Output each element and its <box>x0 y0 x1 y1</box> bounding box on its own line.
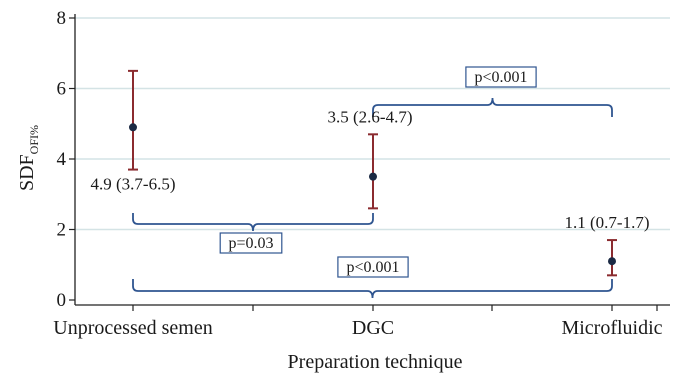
y-axis-title: SDFOFI% <box>16 125 41 191</box>
data-point <box>129 123 137 132</box>
p-value-label: p<0.001 <box>474 69 527 86</box>
data-label: 3.5 (2.6-4.7) <box>328 107 413 126</box>
data-point <box>608 257 616 266</box>
x-tick-label: DGC <box>352 317 394 339</box>
y-axis-ticks: 0 2 4 6 8 <box>57 8 75 311</box>
comparison-bracket <box>372 97 613 117</box>
x-tick-label: Microfluidic <box>561 317 662 339</box>
p-value-box <box>337 256 409 278</box>
comparison-brackets: p<0.001 p=0.03 p<0.001 <box>132 66 613 299</box>
y-axis-title-subscript: OFI% <box>27 125 41 154</box>
x-axis-ticks: Unprocessed semen DGC Microfluidic <box>53 305 663 339</box>
data-series: 4.9 (3.7-6.5) 3.5 (2.6-4.7) 1.1 (0.7-1.7) <box>91 69 650 277</box>
p-value-box <box>219 232 283 254</box>
x-axis-title: Preparation technique <box>288 351 463 373</box>
y-tick-label: 2 <box>57 220 67 241</box>
p-value-box <box>465 66 537 88</box>
data-label: 4.9 (3.7-6.5) <box>91 174 176 193</box>
comparison-bracket <box>132 279 613 299</box>
data-label: 1.1 (0.7-1.7) <box>565 213 650 232</box>
x-tick-label: Unprocessed semen <box>53 317 212 339</box>
y-axis-title-main: SDF <box>16 154 38 191</box>
y-tick-label: 4 <box>57 149 67 170</box>
gridlines <box>75 17 670 231</box>
y-tick-label: 6 <box>57 79 67 100</box>
y-tick-label: 0 <box>57 290 67 311</box>
data-point <box>369 172 377 181</box>
p-value-label: p<0.001 <box>346 259 399 276</box>
y-tick-label: 8 <box>57 8 67 29</box>
comparison-bracket <box>132 213 374 232</box>
p-value-label: p=0.03 <box>228 235 273 252</box>
